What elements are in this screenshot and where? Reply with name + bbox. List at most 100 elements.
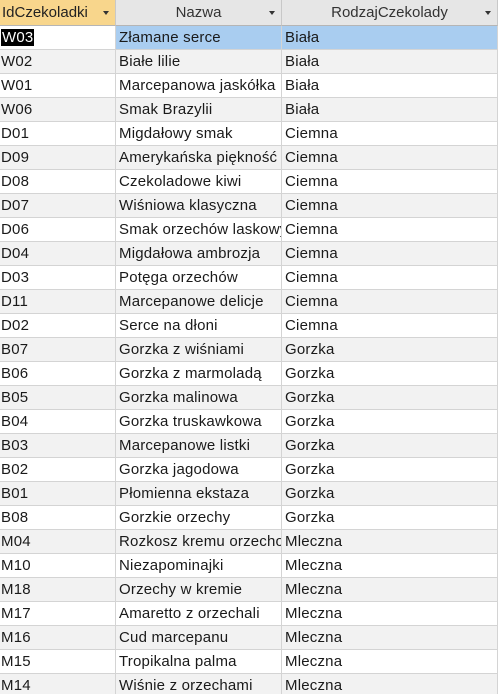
cell-nazwa[interactable]: Migdałowa ambrozja bbox=[116, 242, 282, 266]
cell-nazwa[interactable]: Złamane serce bbox=[116, 26, 282, 50]
cell-id[interactable]: M15 bbox=[0, 650, 116, 674]
cell-rodzaj[interactable]: Gorzka bbox=[282, 338, 498, 362]
cell-nazwa[interactable]: Marcepanowa jaskółka bbox=[116, 74, 282, 98]
table-row[interactable]: M10 Niezapominajki Mleczna bbox=[0, 554, 498, 578]
table-row[interactable]: B06 Gorzka z marmoladą Gorzka bbox=[0, 362, 498, 386]
cell-id[interactable]: D09 bbox=[0, 146, 116, 170]
cell-id[interactable]: D11 bbox=[0, 290, 116, 314]
table-row[interactable]: M16 Cud marcepanu Mleczna bbox=[0, 626, 498, 650]
table-row[interactable]: B08 Gorzkie orzechy Gorzka bbox=[0, 506, 498, 530]
cell-id[interactable]: W06 bbox=[0, 98, 116, 122]
cell-id[interactable]: B06 bbox=[0, 362, 116, 386]
cell-nazwa[interactable]: Orzechy w kremie bbox=[116, 578, 282, 602]
cell-rodzaj[interactable]: Ciemna bbox=[282, 290, 498, 314]
cell-id[interactable]: M14 bbox=[0, 674, 116, 694]
cell-id[interactable]: D03 bbox=[0, 266, 116, 290]
cell-id[interactable]: B08 bbox=[0, 506, 116, 530]
cell-id[interactable]: D02 bbox=[0, 314, 116, 338]
cell-id[interactable]: B05 bbox=[0, 386, 116, 410]
table-row[interactable]: W06 Smak Brazylii Biała bbox=[0, 98, 498, 122]
cell-rodzaj[interactable]: Mleczna bbox=[282, 530, 498, 554]
cell-id[interactable]: D04 bbox=[0, 242, 116, 266]
cell-nazwa[interactable]: Serce na dłoni bbox=[116, 314, 282, 338]
cell-rodzaj[interactable]: Mleczna bbox=[282, 626, 498, 650]
cell-nazwa[interactable]: Wiśnie z orzechami bbox=[116, 674, 282, 694]
cell-rodzaj[interactable]: Gorzka bbox=[282, 482, 498, 506]
cell-id[interactable]: M16 bbox=[0, 626, 116, 650]
table-row[interactable]: B02 Gorzka jagodowa Gorzka bbox=[0, 458, 498, 482]
cell-rodzaj[interactable]: Mleczna bbox=[282, 578, 498, 602]
table-row[interactable]: D09 Amerykańska piękność Ciemna bbox=[0, 146, 498, 170]
cell-id[interactable]: D07 bbox=[0, 194, 116, 218]
cell-rodzaj[interactable]: Biała bbox=[282, 50, 498, 74]
table-row[interactable]: B01 Płomienna ekstaza Gorzka bbox=[0, 482, 498, 506]
cell-nazwa[interactable]: Potęga orzechów bbox=[116, 266, 282, 290]
cell-nazwa[interactable]: Gorzkie orzechy bbox=[116, 506, 282, 530]
cell-nazwa[interactable]: Wiśniowa klasyczna bbox=[116, 194, 282, 218]
cell-rodzaj[interactable]: Ciemna bbox=[282, 242, 498, 266]
cell-rodzaj[interactable]: Gorzka bbox=[282, 458, 498, 482]
cell-rodzaj[interactable]: Mleczna bbox=[282, 602, 498, 626]
cell-id[interactable]: D01 bbox=[0, 122, 116, 146]
table-row[interactable]: M14 Wiśnie z orzechami Mleczna bbox=[0, 674, 498, 694]
cell-id[interactable]: W03 bbox=[0, 26, 116, 50]
cell-nazwa[interactable]: Rozkosz kremu orzechowego bbox=[116, 530, 282, 554]
column-header-rodzajczekolady[interactable]: RodzajCzekolady bbox=[282, 0, 498, 26]
cell-rodzaj[interactable]: Gorzka bbox=[282, 434, 498, 458]
cell-rodzaj[interactable]: Gorzka bbox=[282, 386, 498, 410]
cell-rodzaj[interactable]: Mleczna bbox=[282, 650, 498, 674]
cell-rodzaj[interactable]: Ciemna bbox=[282, 218, 498, 242]
cell-nazwa[interactable]: Cud marcepanu bbox=[116, 626, 282, 650]
cell-id[interactable]: M04 bbox=[0, 530, 116, 554]
cell-rodzaj[interactable]: Ciemna bbox=[282, 194, 498, 218]
cell-nazwa[interactable]: Marcepanowe listki bbox=[116, 434, 282, 458]
cell-nazwa[interactable]: Gorzka malinowa bbox=[116, 386, 282, 410]
dropdown-arrow-icon[interactable] bbox=[103, 11, 109, 15]
table-row[interactable]: M17 Amaretto z orzechali Mleczna bbox=[0, 602, 498, 626]
cell-rodzaj[interactable]: Gorzka bbox=[282, 362, 498, 386]
table-row[interactable]: D08 Czekoladowe kiwi Ciemna bbox=[0, 170, 498, 194]
cell-nazwa[interactable]: Niezapominajki bbox=[116, 554, 282, 578]
cell-nazwa[interactable]: Amerykańska piękność bbox=[116, 146, 282, 170]
table-row[interactable]: B04 Gorzka truskawkowa Gorzka bbox=[0, 410, 498, 434]
cell-id[interactable]: B03 bbox=[0, 434, 116, 458]
table-row[interactable]: D04 Migdałowa ambrozja Ciemna bbox=[0, 242, 498, 266]
cell-nazwa[interactable]: Migdałowy smak bbox=[116, 122, 282, 146]
cell-rodzaj[interactable]: Ciemna bbox=[282, 170, 498, 194]
cell-nazwa[interactable]: Tropikalna palma bbox=[116, 650, 282, 674]
cell-id[interactable]: M18 bbox=[0, 578, 116, 602]
dropdown-arrow-icon[interactable] bbox=[485, 11, 491, 15]
dropdown-arrow-icon[interactable] bbox=[269, 11, 275, 15]
cell-rodzaj[interactable]: Biała bbox=[282, 74, 498, 98]
cell-nazwa[interactable]: Amaretto z orzechali bbox=[116, 602, 282, 626]
cell-id[interactable]: W02 bbox=[0, 50, 116, 74]
table-row[interactable]: D02 Serce na dłoni Ciemna bbox=[0, 314, 498, 338]
table-row[interactable]: D01 Migdałowy smak Ciemna bbox=[0, 122, 498, 146]
cell-rodzaj[interactable]: Biała bbox=[282, 26, 498, 50]
cell-rodzaj[interactable]: Gorzka bbox=[282, 410, 498, 434]
cell-id[interactable]: D08 bbox=[0, 170, 116, 194]
table-row[interactable]: B07 Gorzka z wiśniami Gorzka bbox=[0, 338, 498, 362]
column-header-idczekoladki[interactable]: IdCzekoladki bbox=[0, 0, 116, 26]
cell-nazwa[interactable]: Białe lilie bbox=[116, 50, 282, 74]
cell-id[interactable]: B04 bbox=[0, 410, 116, 434]
cell-nazwa[interactable]: Smak orzechów laskowych bbox=[116, 218, 282, 242]
cell-rodzaj[interactable]: Mleczna bbox=[282, 674, 498, 694]
cell-nazwa[interactable]: Gorzka jagodowa bbox=[116, 458, 282, 482]
cell-nazwa[interactable]: Czekoladowe kiwi bbox=[116, 170, 282, 194]
table-row[interactable]: M18 Orzechy w kremie Mleczna bbox=[0, 578, 498, 602]
table-row[interactable]: D03 Potęga orzechów Ciemna bbox=[0, 266, 498, 290]
table-row[interactable]: M15 Tropikalna palma Mleczna bbox=[0, 650, 498, 674]
cell-nazwa[interactable]: Gorzka z marmoladą bbox=[116, 362, 282, 386]
cell-nazwa[interactable]: Gorzka truskawkowa bbox=[116, 410, 282, 434]
cell-rodzaj[interactable]: Ciemna bbox=[282, 122, 498, 146]
cell-nazwa[interactable]: Gorzka z wiśniami bbox=[116, 338, 282, 362]
table-row[interactable]: D11 Marcepanowe delicje Ciemna bbox=[0, 290, 498, 314]
cell-id[interactable]: D06 bbox=[0, 218, 116, 242]
cell-id[interactable]: B07 bbox=[0, 338, 116, 362]
table-row[interactable]: W01 Marcepanowa jaskółka Biała bbox=[0, 74, 498, 98]
table-row[interactable]: B05 Gorzka malinowa Gorzka bbox=[0, 386, 498, 410]
cell-rodzaj[interactable]: Ciemna bbox=[282, 146, 498, 170]
cell-nazwa[interactable]: Smak Brazylii bbox=[116, 98, 282, 122]
